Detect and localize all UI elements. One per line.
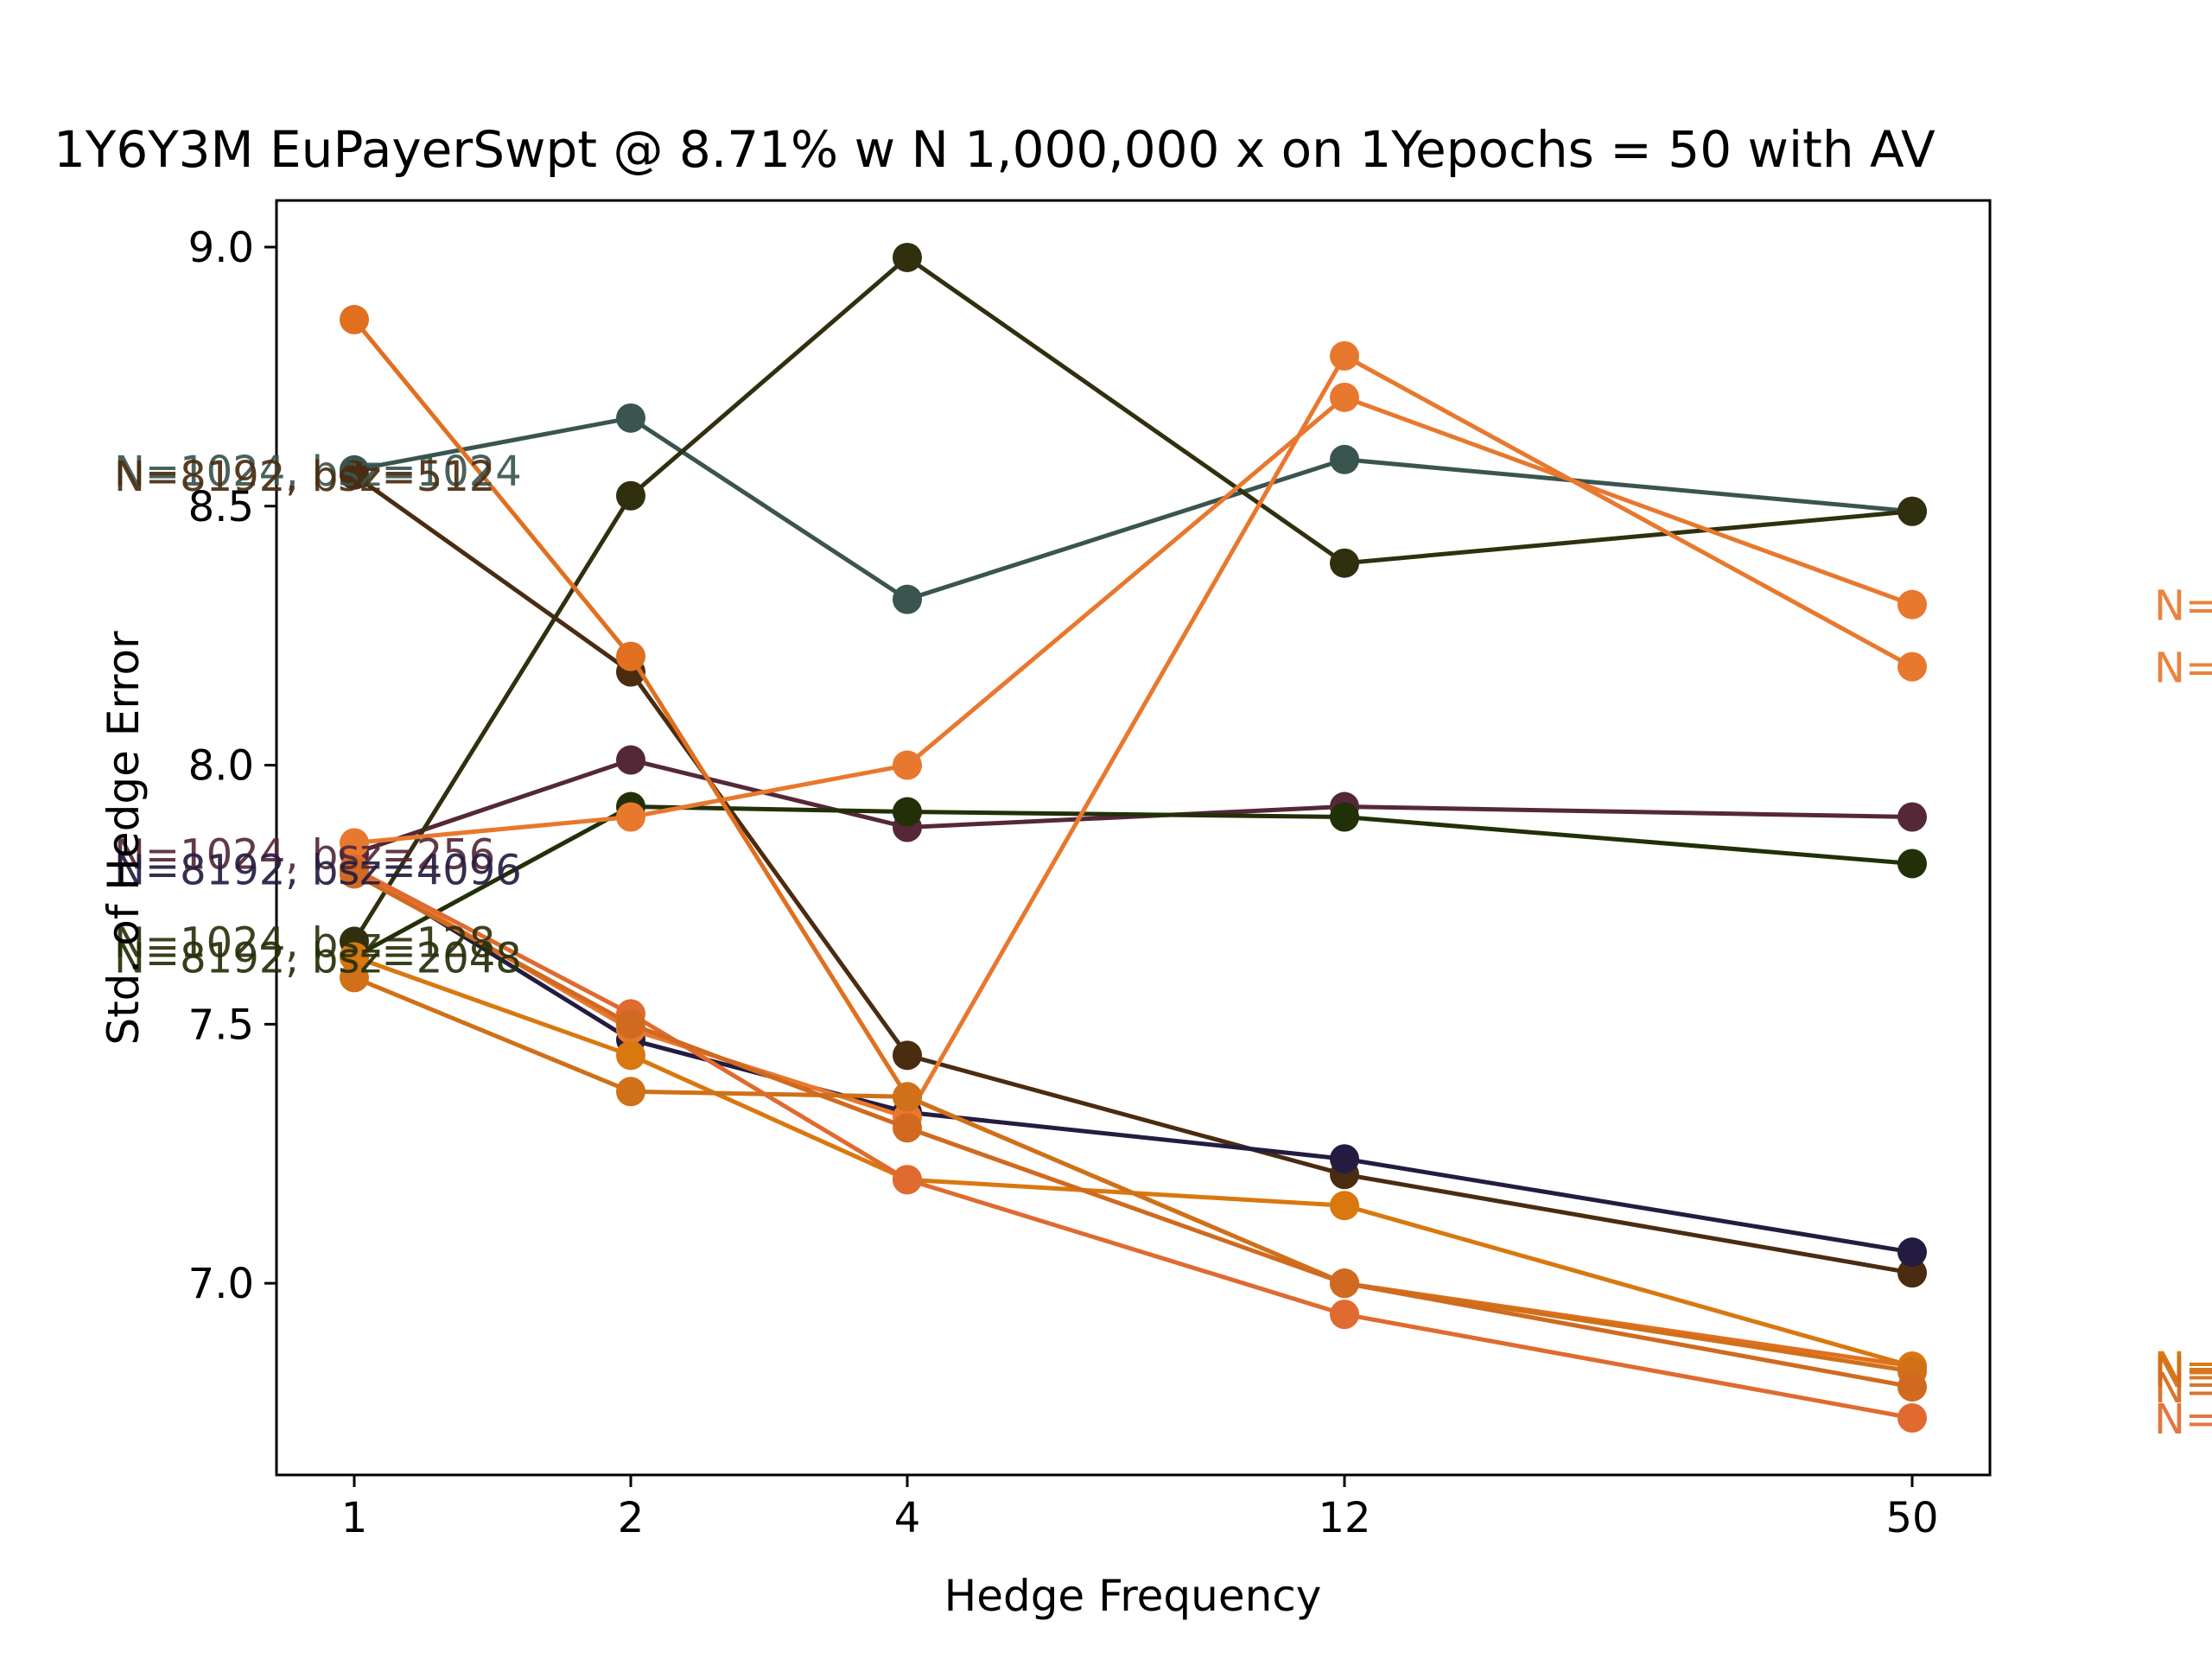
data-point	[893, 1113, 922, 1143]
y-tick-label: 8.0	[188, 742, 254, 791]
data-point	[340, 304, 369, 334]
series-path	[353, 416, 1913, 602]
data-point	[893, 1082, 922, 1112]
y-tick-label: 7.5	[188, 1001, 254, 1049]
data-point	[340, 828, 369, 858]
plot-area	[275, 199, 1992, 1477]
series-label: N=	[2154, 645, 2212, 693]
series-line	[340, 963, 1927, 1387]
x-tick-label: 12	[1318, 1494, 1370, 1542]
x-axis-label: Hedge Frequency	[944, 1571, 1322, 1621]
x-tick-label: 1	[341, 1494, 368, 1542]
series-path	[353, 976, 1913, 1374]
data-point	[616, 1009, 645, 1039]
data-point	[893, 242, 922, 272]
data-point	[893, 1165, 922, 1195]
data-point	[340, 859, 369, 889]
data-point	[1897, 1403, 1927, 1433]
data-point	[1330, 1300, 1359, 1330]
data-point	[1897, 1237, 1927, 1268]
series-label: N=8192, bsz=2048	[114, 934, 522, 982]
series-label: N=	[2154, 1344, 2212, 1392]
series-layer	[340, 242, 1927, 1433]
data-point	[893, 584, 922, 614]
data-point	[616, 403, 645, 433]
data-point	[340, 963, 369, 993]
data-point	[893, 750, 922, 780]
y-tick-label: 9.0	[188, 224, 254, 272]
data-point	[1897, 1258, 1927, 1288]
series-label: N=	[2154, 1344, 2212, 1392]
data-point	[616, 802, 645, 832]
series-label: N=1024, bsz=256	[114, 830, 495, 879]
data-point	[616, 641, 645, 671]
data-point	[340, 460, 369, 490]
series-path	[353, 758, 1913, 855]
y-tick-label: 7.0	[188, 1260, 254, 1308]
data-point	[1897, 589, 1927, 620]
chart-title: 1Y6Y3M EuPayerSwpt @ 8.71% w N 1,000,000…	[54, 120, 1936, 179]
series-label: N=1024, bsz=128	[114, 918, 495, 967]
data-point	[340, 942, 369, 972]
series-label: N=8192, bsz=512	[114, 453, 495, 501]
data-point	[1330, 1144, 1359, 1174]
data-point	[1330, 382, 1359, 412]
data-point	[1330, 444, 1359, 474]
series-path	[353, 473, 1913, 1275]
series-line	[340, 854, 1927, 1268]
y-axis: 7.0 7.5 8.0 8.5 9.0	[188, 224, 276, 1308]
data-point	[1330, 548, 1359, 578]
data-point	[893, 797, 922, 827]
series-path	[352, 255, 1913, 943]
data-point	[1330, 1268, 1359, 1299]
series-path	[353, 955, 1913, 1369]
data-point	[616, 1077, 645, 1107]
series-label: N=1024, bsz=1024	[114, 448, 522, 496]
data-point	[1330, 1191, 1359, 1221]
x-tick-label: 4	[894, 1494, 921, 1542]
series-label: N=	[2154, 1349, 2212, 1397]
series-label: N=	[2154, 582, 2212, 631]
data-point	[616, 1040, 645, 1071]
series-path	[353, 804, 1913, 959]
data-point	[1897, 802, 1927, 832]
series-line	[340, 791, 1927, 972]
x-tick-label: 50	[1885, 1494, 1938, 1542]
data-point	[1897, 849, 1927, 879]
y-axis-label: Std. of Hedge Error	[99, 631, 149, 1046]
series-label: N=8192, bsz=4096	[114, 846, 522, 894]
series-line	[340, 745, 1927, 868]
data-point	[893, 1040, 922, 1071]
data-point	[1330, 340, 1359, 371]
series-line	[340, 859, 1927, 1402]
y-tick-label: 8.5	[188, 483, 254, 531]
data-point	[1330, 802, 1359, 832]
series-line	[340, 242, 1927, 957]
data-point	[1897, 1372, 1927, 1402]
data-point	[616, 745, 645, 775]
series-line	[340, 340, 1927, 1133]
series-label: N=	[2154, 1395, 2212, 1444]
x-tick-label: 2	[618, 1494, 645, 1542]
series-path	[353, 872, 1913, 1389]
x-axis: 1 2 4 12 50	[341, 1475, 1939, 1542]
series-line	[340, 304, 1927, 1382]
data-point	[1897, 652, 1927, 682]
data-point	[616, 480, 645, 511]
data-point	[1897, 496, 1927, 526]
series-line	[340, 382, 1927, 858]
series-label: N=	[2154, 1364, 2212, 1413]
